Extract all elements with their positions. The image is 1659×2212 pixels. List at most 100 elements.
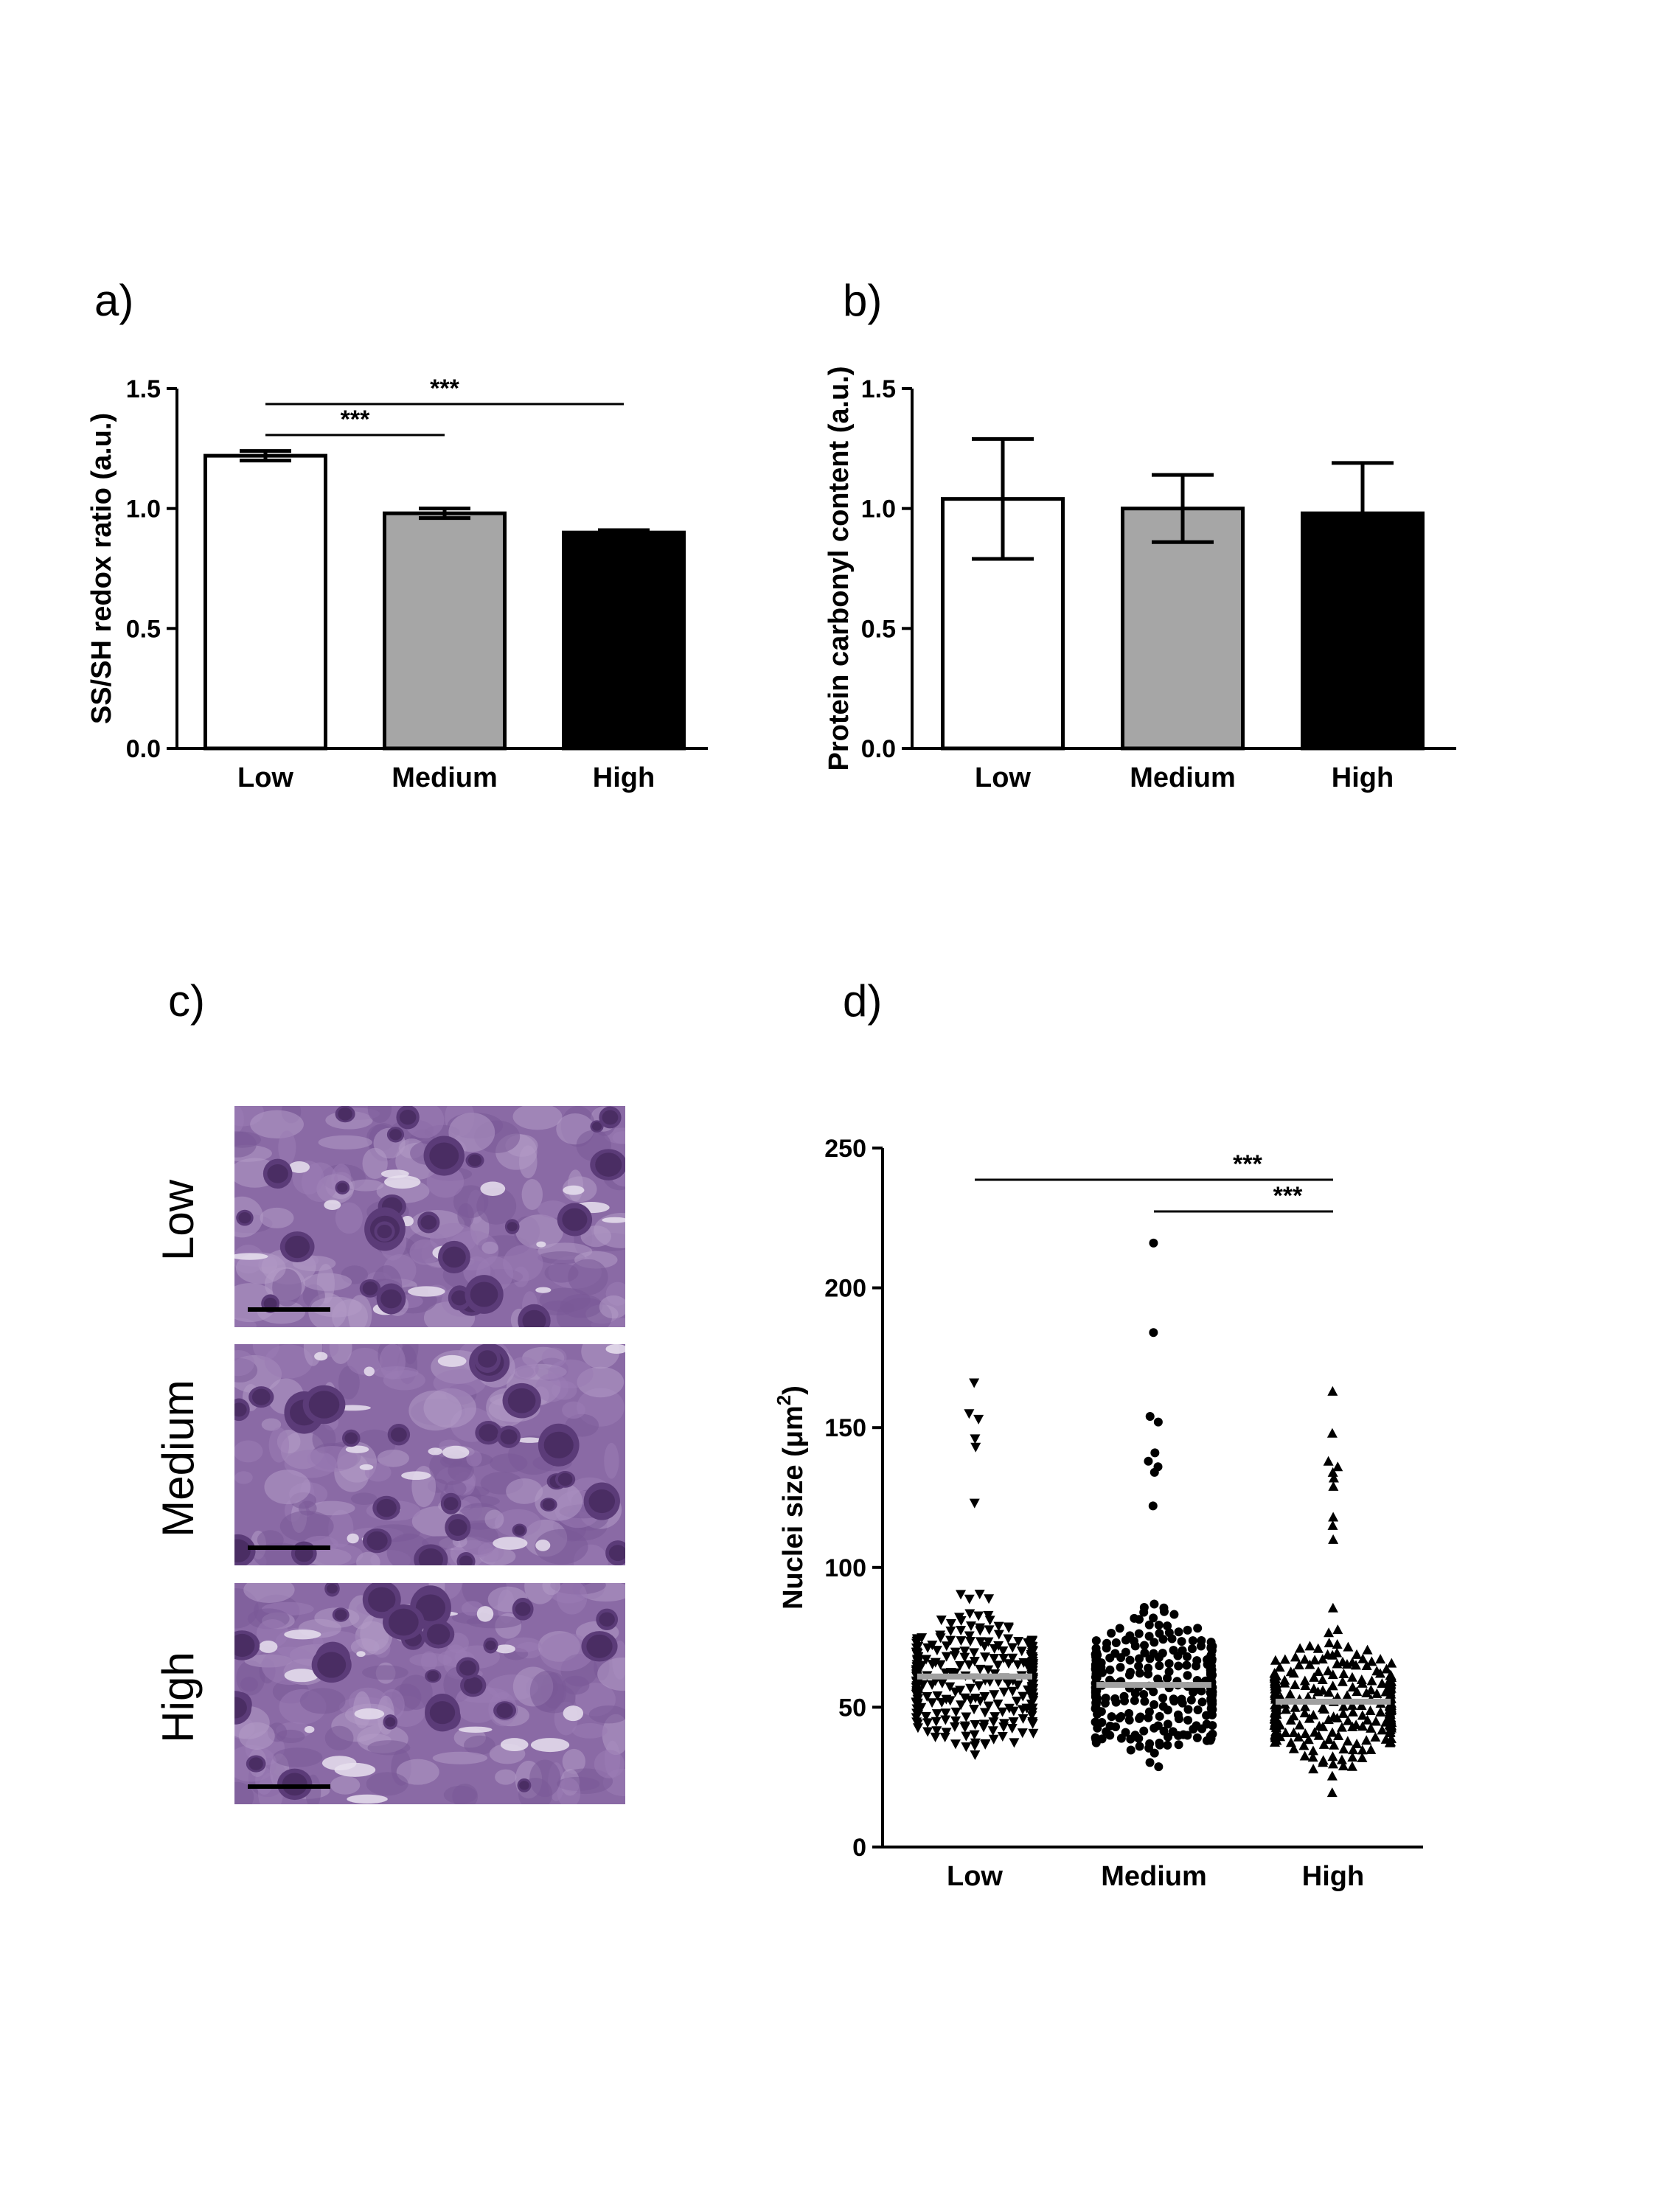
point	[1375, 1706, 1386, 1717]
point	[1150, 1638, 1159, 1647]
nucleus-core	[477, 1350, 498, 1368]
point	[999, 1719, 1009, 1729]
point	[969, 1657, 980, 1667]
tissue-gap	[401, 1471, 431, 1481]
point	[1159, 1603, 1169, 1613]
point	[1284, 1688, 1295, 1699]
point	[1144, 1620, 1154, 1630]
point	[1327, 1602, 1338, 1613]
cytoplasm-patch	[367, 1106, 392, 1124]
point	[1150, 1599, 1159, 1609]
point	[1385, 1684, 1396, 1694]
point	[1116, 1663, 1125, 1672]
point	[1139, 1726, 1149, 1736]
tissue-gap	[563, 1185, 585, 1195]
point	[1101, 1694, 1110, 1703]
point	[1270, 1655, 1281, 1665]
cytoplasm-patch	[494, 1509, 541, 1537]
point	[1168, 1727, 1178, 1736]
cytoplasm-patch	[234, 1131, 257, 1158]
point	[1343, 1641, 1354, 1652]
nucleus-core	[451, 1290, 468, 1306]
point	[1274, 1662, 1285, 1672]
y-tick-label: 0.0	[126, 735, 161, 763]
histology-image-low	[234, 1106, 625, 1327]
point	[1111, 1638, 1121, 1647]
point	[1105, 1665, 1115, 1674]
point	[1332, 1647, 1343, 1658]
point	[1371, 1666, 1382, 1676]
nucleus-core	[515, 1601, 531, 1616]
point	[1153, 1721, 1163, 1731]
nucleus-core	[519, 1781, 529, 1790]
point	[965, 1683, 976, 1694]
cytoplasm-patch	[373, 1366, 419, 1379]
point	[1018, 1658, 1029, 1668]
point	[922, 1718, 933, 1728]
nucleus-core	[470, 1281, 498, 1307]
nucleus-core	[377, 1224, 392, 1239]
nucleus-core	[234, 1697, 247, 1719]
point	[1182, 1660, 1192, 1670]
nucleus-core	[362, 1281, 378, 1295]
point	[1163, 1740, 1172, 1750]
point	[1169, 1694, 1178, 1704]
point	[988, 1717, 999, 1728]
point	[1324, 1734, 1335, 1745]
nucleus-core	[415, 1594, 446, 1621]
nucleus-core	[426, 1624, 451, 1645]
cytoplasm-patch	[490, 1453, 528, 1473]
point	[1338, 1669, 1349, 1679]
cytoplasm-patch	[557, 1778, 581, 1804]
cytoplasm-patch	[539, 1632, 594, 1672]
nucleus-core	[368, 1587, 396, 1613]
nucleus-core	[418, 1548, 443, 1565]
point	[1312, 1643, 1324, 1653]
point	[931, 1646, 942, 1656]
point	[950, 1739, 961, 1750]
nucleus-core	[327, 1584, 338, 1594]
cytoplasm-patch	[542, 1583, 561, 1596]
point	[1322, 1649, 1333, 1659]
point	[1275, 1719, 1286, 1730]
point	[917, 1680, 928, 1690]
cytoplasm-patch	[268, 1427, 290, 1463]
tissue-gap	[384, 1175, 421, 1189]
point	[1155, 1711, 1164, 1721]
cytoplasm-patch	[238, 1722, 275, 1750]
point	[1026, 1657, 1037, 1667]
point	[993, 1641, 1004, 1651]
point	[1197, 1697, 1207, 1707]
point	[983, 1701, 994, 1711]
point	[1366, 1675, 1377, 1686]
point	[941, 1652, 952, 1662]
cytoplasm-patch	[234, 1440, 263, 1463]
cytoplasm-patch	[448, 1113, 495, 1152]
cytoplasm-patch	[556, 1297, 613, 1327]
point	[998, 1654, 1009, 1664]
point	[945, 1627, 956, 1637]
point	[1269, 1667, 1280, 1677]
point	[984, 1625, 995, 1635]
point	[1279, 1674, 1290, 1685]
point	[1012, 1660, 1023, 1670]
point	[1124, 1708, 1134, 1718]
point	[1177, 1637, 1186, 1646]
point	[1326, 1787, 1338, 1798]
point	[954, 1660, 965, 1671]
point	[1357, 1710, 1368, 1720]
point	[1163, 1719, 1172, 1729]
point	[1377, 1725, 1388, 1735]
cytoplasm-patch	[234, 1283, 278, 1323]
nucleus-core	[388, 1608, 419, 1636]
point	[921, 1655, 932, 1665]
y-tick-label: 0.5	[126, 615, 161, 643]
point	[1299, 1750, 1310, 1761]
x-tick-label-high: High	[593, 762, 655, 793]
nucleus-core	[263, 1297, 277, 1310]
point	[984, 1594, 995, 1604]
point	[956, 1636, 967, 1646]
point	[1323, 1455, 1334, 1466]
point	[979, 1652, 990, 1663]
point	[911, 1638, 922, 1649]
